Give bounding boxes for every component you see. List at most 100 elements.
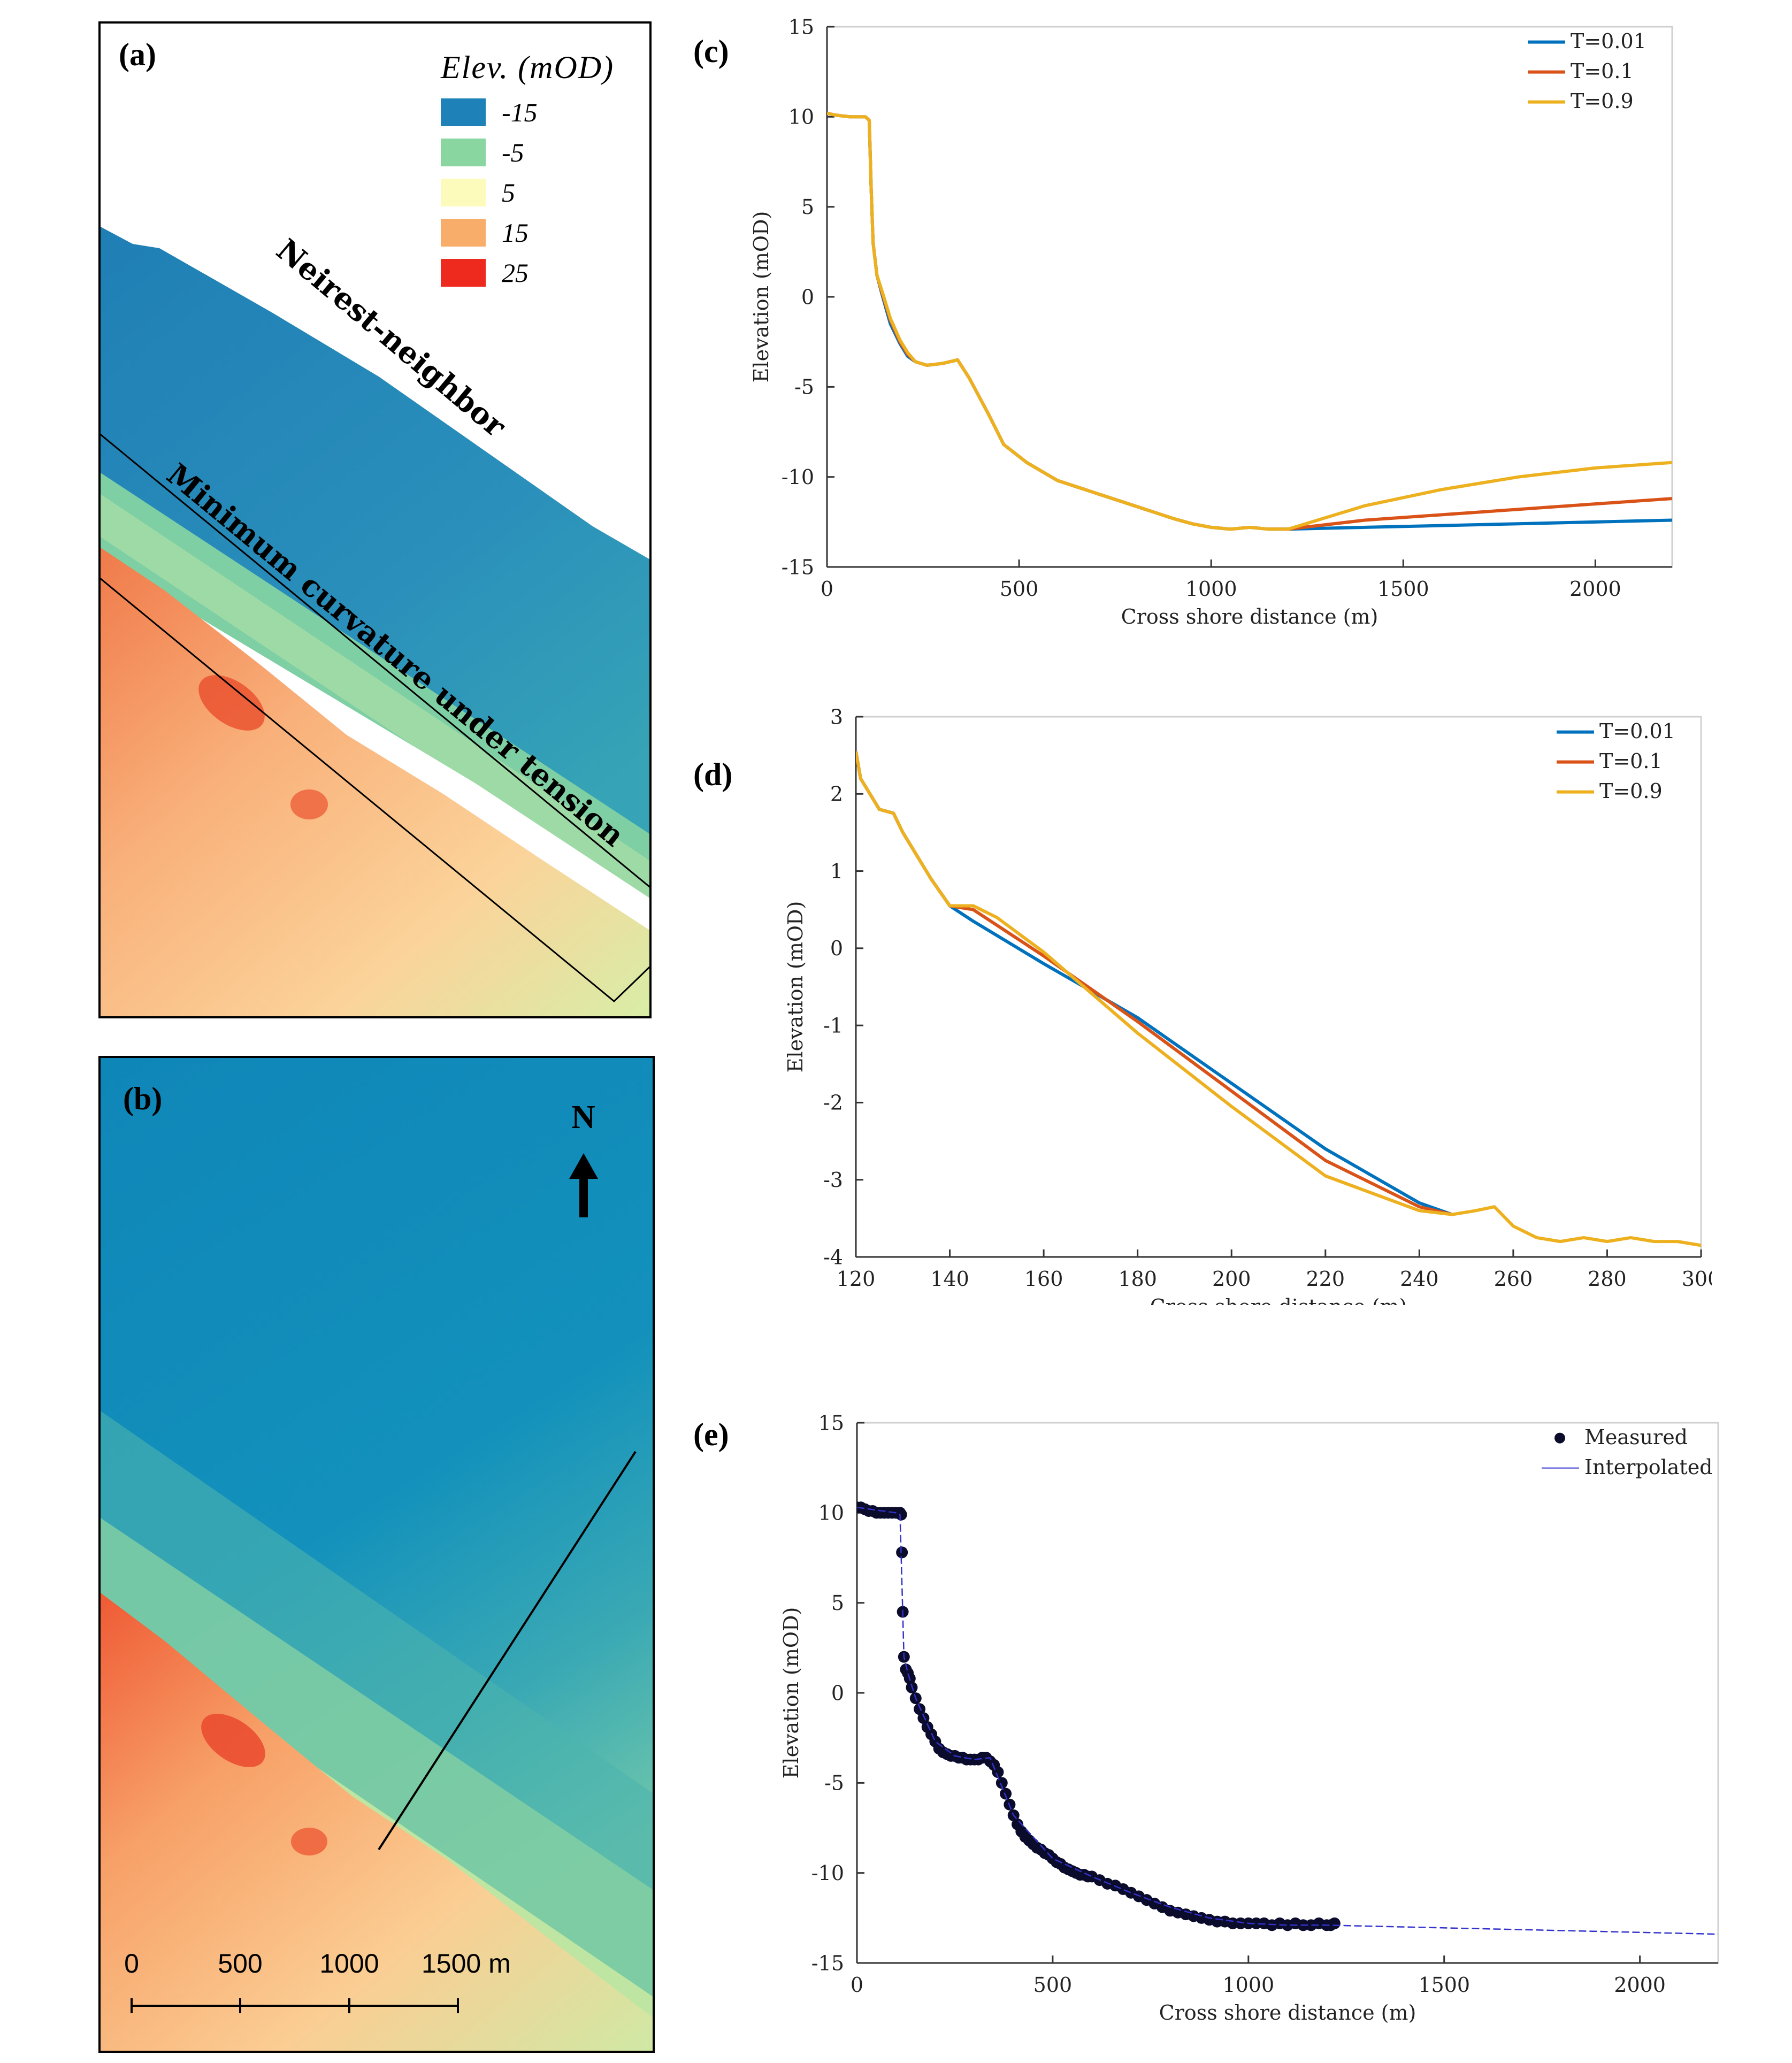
y-tick-label: -5 <box>794 375 814 399</box>
y-axis-label: Elevation (mOD) <box>784 901 807 1073</box>
series-Interpolated <box>857 1506 1718 1935</box>
y-tick-label: 15 <box>818 1412 844 1435</box>
measured-point <box>895 1508 907 1521</box>
panel-label-b: (b) <box>123 1081 163 1116</box>
x-axis-label: Cross shore distance (m) <box>1150 1295 1407 1305</box>
series-line <box>856 751 1453 1216</box>
legend-label: 25 <box>502 258 529 288</box>
legend-marker <box>1554 1432 1565 1444</box>
legend-label: T=0.1 <box>1571 59 1634 83</box>
legend-label: -15 <box>502 97 538 127</box>
panel-label-a: (a) <box>119 37 156 72</box>
legend-label: T=0.01 <box>1571 29 1647 53</box>
y-tick-label: 5 <box>801 195 814 219</box>
y-tick-label: 15 <box>788 15 814 39</box>
chart-d: 120 140 160 180 200 220 240 260 280 300 -4 -3 -2 -1 0 1… <box>784 705 1712 1305</box>
y-axis-label: Elevation (mOD) <box>779 1607 803 1779</box>
x-tick-label: 2000 <box>1569 577 1621 601</box>
y-tick-label: 0 <box>831 1681 844 1705</box>
y-tick-label: -4 <box>823 1245 843 1269</box>
y-tick-label: 10 <box>818 1501 844 1525</box>
y-tick-label: 10 <box>788 105 814 129</box>
series-T=0.1 <box>856 751 1453 1216</box>
x-tick-label: 120 <box>837 1267 876 1291</box>
plot-frame <box>826 26 1673 568</box>
x-tick-label: 2000 <box>1614 1973 1666 1997</box>
series-line <box>857 1506 1718 1935</box>
y-tick-label: -15 <box>811 1951 844 1975</box>
series-T=0.9 <box>856 751 1701 1247</box>
measured-point <box>896 1546 908 1559</box>
y-tick-label: 1 <box>830 860 843 883</box>
x-tick-label: 500 <box>1000 577 1039 601</box>
y-tick-label: 0 <box>830 937 843 960</box>
series-line <box>856 751 1701 1247</box>
legend-entry: -15 <box>441 98 538 126</box>
y-tick-label: -1 <box>823 1014 843 1037</box>
hill-hotspot-b1 <box>201 1714 265 1767</box>
chart-e: 0 500 1000 1500 2000 -15 -10 -5 0 5 10 15 Cross shor… <box>779 1412 1719 2024</box>
north-arrow-icon <box>569 1153 598 1217</box>
measured-point <box>1000 1788 1012 1800</box>
y-tick-label: -3 <box>823 1168 843 1192</box>
y-tick-label: -10 <box>811 1861 844 1885</box>
legend-swatch <box>441 98 486 126</box>
legend-label: -5 <box>502 137 524 167</box>
x-tick-label: 240 <box>1400 1267 1439 1291</box>
scale-label-500: 500 <box>218 1949 262 1978</box>
x-tick-label: 1000 <box>1222 1973 1274 1997</box>
y-tick-label: -5 <box>824 1771 844 1795</box>
x-tick-label: 160 <box>1024 1267 1063 1291</box>
x-tick-label: 500 <box>1033 1973 1073 1997</box>
measured-point <box>1328 1917 1341 1929</box>
series-line <box>827 111 1672 531</box>
measured-point <box>995 1777 1008 1789</box>
legend-entry: 25 <box>441 259 529 287</box>
legend-entry: 15 <box>441 219 529 247</box>
x-tick-label: 280 <box>1588 1267 1627 1291</box>
plot-frame <box>855 716 1702 1258</box>
legend-label: 5 <box>502 178 515 208</box>
y-tick-label: 5 <box>831 1591 844 1615</box>
x-axis-label: Cross shore distance (m) <box>1159 2001 1416 2024</box>
x-tick-label: 1000 <box>1185 577 1237 601</box>
legend-entry: 5 <box>441 179 515 206</box>
panel-label-d: (d) <box>693 757 733 792</box>
y-tick-label: -10 <box>782 465 814 489</box>
x-tick-label: 0 <box>851 1973 863 1997</box>
legend-label: Measured <box>1584 1425 1688 1449</box>
x-tick-label: 140 <box>930 1267 969 1291</box>
series-line <box>827 111 1672 531</box>
scale-label-1000: 1000 <box>319 1949 379 1978</box>
interpolation-zone-box <box>101 433 649 1003</box>
x-tick-label: 260 <box>1494 1267 1533 1291</box>
y-tick-label: -15 <box>782 555 814 579</box>
legend-label: T=0.1 <box>1599 749 1663 773</box>
map-panel-a: (a) Elev. (mOD) -15 -5 5 15 25 Neirest-neigh… <box>98 21 652 1018</box>
scale-label-1500: 1500 m <box>422 1949 511 1978</box>
transect-line <box>378 1451 637 1851</box>
hill-hotspot-2 <box>290 789 328 819</box>
map-a-raster <box>101 227 649 1016</box>
map-a-annotations: Neirest-neighbor Minimum curvature under… <box>160 232 631 854</box>
y-tick-label: 3 <box>830 705 843 728</box>
panel-label-e: (e) <box>693 1417 729 1452</box>
legend-label: 15 <box>502 218 529 248</box>
scale-bar <box>131 1998 459 2013</box>
series-line <box>856 751 1453 1216</box>
map-panel-b: 0 500 1000 1500 m (b) N <box>98 1056 655 2053</box>
panel-label-c: (c) <box>693 34 729 69</box>
legend-swatch <box>441 259 486 287</box>
legend-title: Elev. (mOD) <box>441 50 615 85</box>
measured-point <box>914 1703 926 1715</box>
series-T=0.1 <box>827 111 1672 531</box>
legend-label: T=0.9 <box>1599 779 1663 803</box>
x-axis-label: Cross shore distance (m) <box>1121 605 1379 628</box>
series-T=0.01 <box>827 111 1672 531</box>
x-tick-label: 300 <box>1682 1267 1712 1291</box>
y-tick-label: 0 <box>801 285 814 309</box>
series-T=0.9 <box>827 111 1672 531</box>
y-tick-label: 2 <box>830 783 843 806</box>
series-T=0.01 <box>856 751 1453 1216</box>
y-axis-label: Elevation (mOD) <box>749 211 773 383</box>
